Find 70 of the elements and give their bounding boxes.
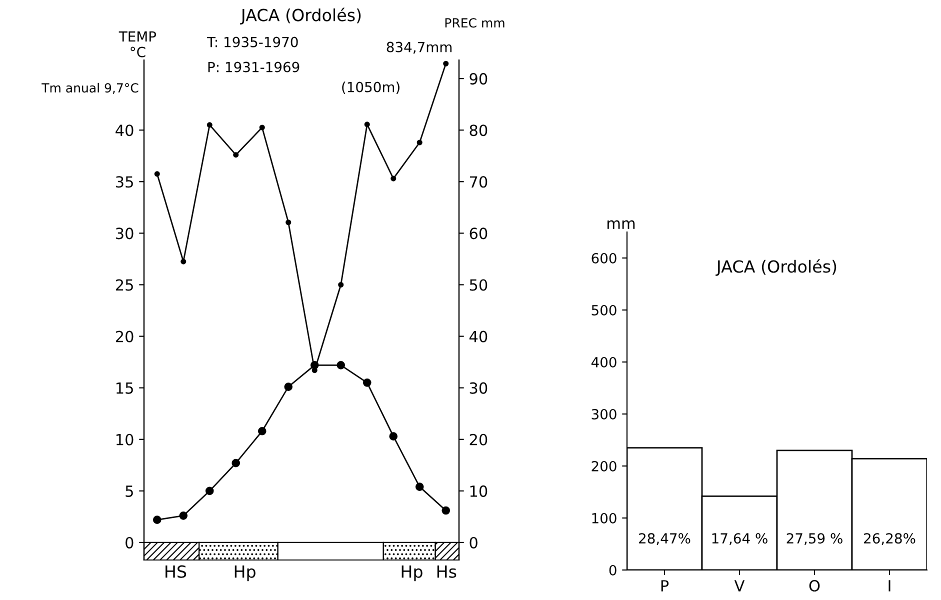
y-tick-label: 300 (592, 408, 616, 420)
text: Hp (402, 566, 422, 582)
point (258, 426, 266, 436)
y-axis-title: TEMP °C (118, 31, 156, 58)
y-tick-label: 600 (592, 252, 616, 264)
point (284, 382, 293, 391)
annotation: (1050m) (342, 82, 400, 94)
annotation: 26,28% (864, 533, 916, 546)
y-tick-label: 15 (116, 382, 133, 394)
point (179, 512, 188, 520)
point (205, 486, 214, 496)
y2-tick-label: 0 (470, 536, 478, 548)
annotation: 28,47% (639, 533, 690, 546)
x-tick-label: I (888, 580, 890, 592)
point (416, 140, 422, 146)
y2-tick-label: 10 (470, 485, 488, 497)
point (364, 122, 370, 128)
point (338, 282, 344, 288)
point (259, 124, 265, 130)
text: Hs (437, 566, 456, 578)
point (232, 458, 240, 468)
text: JACA (Ordolés) (716, 259, 836, 276)
y-tick-label: 200 (592, 460, 616, 472)
text: T: 1935-1970 (206, 36, 298, 48)
point (415, 482, 424, 491)
point (390, 176, 396, 182)
y-tick-label: 100 (592, 512, 616, 524)
text: Tm anual 9,7°C (42, 82, 138, 94)
annotation: 17,64 % (712, 533, 768, 546)
x-tick-label: V (734, 580, 745, 592)
text: HS (166, 565, 186, 578)
y-tick-label: 35 (116, 176, 133, 188)
point (442, 506, 450, 515)
y2-tick-label: 20 (470, 434, 488, 446)
y-axis-title: mm (608, 220, 635, 229)
y-tick-label: 10 (116, 434, 134, 446)
y-tick-label: 400 (591, 356, 616, 368)
text: Hp (234, 566, 256, 582)
point (336, 360, 346, 370)
point (286, 220, 292, 226)
y2-tick-label: 90 (470, 73, 488, 85)
y-tick-label: 5 (126, 486, 133, 497)
y-tick-label: 30 (116, 228, 134, 240)
y-tick-label: 0 (126, 536, 134, 548)
y2-tick-label: 40 (469, 330, 488, 342)
point (233, 152, 239, 158)
y-tick-label: 20 (116, 330, 134, 342)
y2-axis-title: PREC mm (445, 18, 504, 28)
y2-tick-label: 70 (470, 176, 488, 188)
y2-tick-label: 60 (470, 228, 488, 240)
y-tick-label: 500 (592, 304, 616, 316)
text: 834,7mm (386, 42, 452, 54)
x-tick-label: P (661, 580, 669, 592)
point (443, 60, 449, 66)
point (180, 258, 186, 264)
point (362, 378, 372, 387)
point (389, 432, 398, 440)
annotation: 27,59 % (786, 533, 842, 546)
y-tick-label: 0 (609, 564, 616, 576)
chart-title: JACA (Ordolés) (240, 8, 361, 24)
point (206, 122, 212, 128)
y2-tick-label: 80 (470, 124, 488, 136)
y-tick-label: 25 (116, 279, 133, 291)
y2-tick-label: 30 (470, 382, 488, 394)
y2-tick-label: 50 (470, 279, 488, 291)
x-tick-label: O (809, 580, 820, 592)
point (154, 171, 160, 177)
annotation: P: 1931-1969 (208, 62, 300, 72)
point (152, 516, 162, 524)
y-tick-label: 40 (116, 124, 134, 136)
